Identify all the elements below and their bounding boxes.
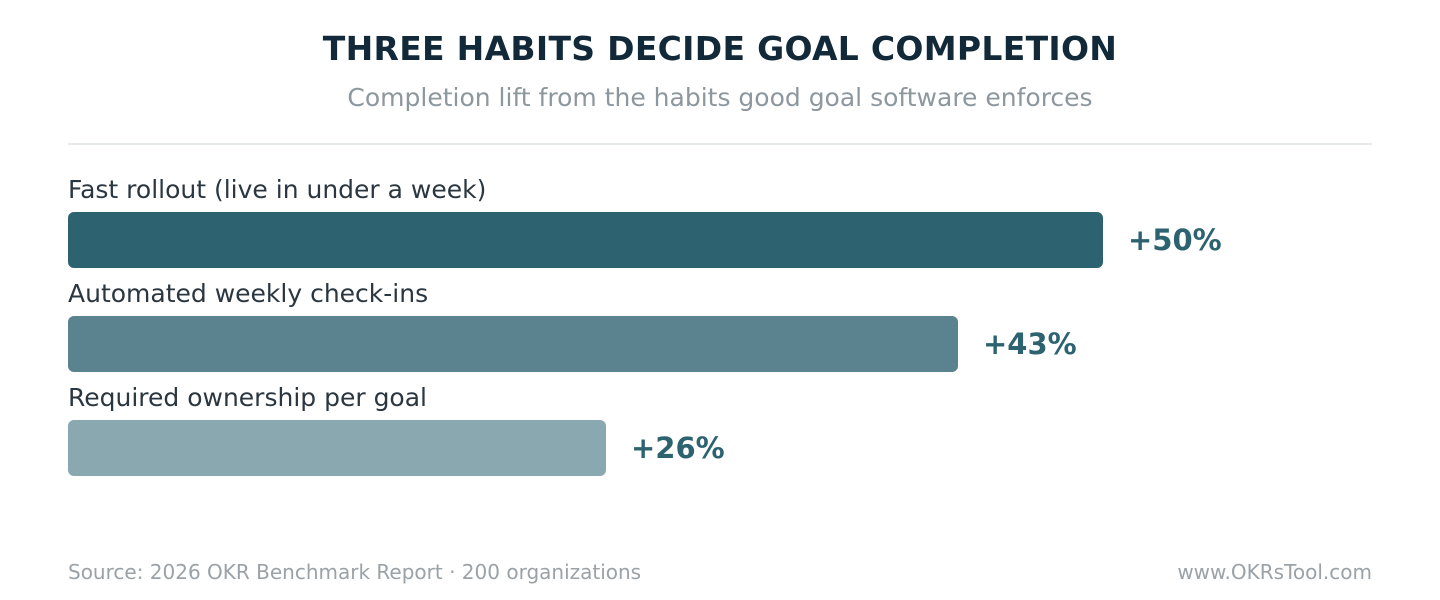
bar	[68, 420, 606, 476]
bar-category-label: Required ownership per goal	[68, 383, 427, 412]
bar-value-label: +43%	[983, 327, 1077, 361]
bar-value-label: +50%	[1128, 223, 1222, 257]
chart-title: THREE HABITS DECIDE GOAL COMPLETION	[322, 29, 1118, 68]
bar-category-label: Automated weekly check-ins	[68, 279, 429, 308]
website-link[interactable]: www.OKRsTool.com	[1177, 560, 1372, 584]
bar-category-label: Fast rollout (live in under a week)	[68, 175, 487, 204]
bar-chart: Fast rollout (live in under a week) +50% A…	[68, 170, 1372, 490]
bar-row: Required ownership per goal +26%	[68, 378, 1372, 482]
bar-row: Automated weekly check-ins +43%	[68, 274, 1372, 378]
bar	[68, 316, 958, 372]
source-note: Source: 2026 OKR Benchmark Report · 200 …	[68, 560, 642, 584]
bar	[68, 212, 1103, 268]
bar-value-label: +26%	[631, 431, 725, 465]
chart-subtitle: Completion lift from the habits good goa…	[347, 83, 1093, 112]
header-divider	[68, 143, 1372, 145]
bar-row: Fast rollout (live in under a week) +50%	[68, 170, 1372, 274]
